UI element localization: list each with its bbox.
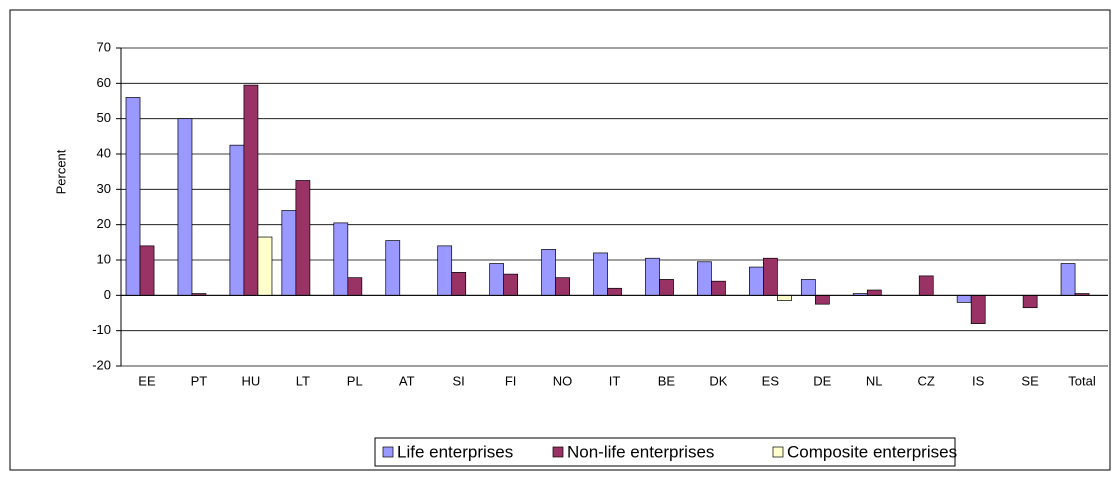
x-tick-label: DK (709, 373, 727, 388)
y-tick-label: 70 (97, 39, 111, 54)
x-tick-label: ES (762, 373, 780, 388)
legend-label: Non-life enterprises (567, 442, 714, 461)
x-tick-label: PL (347, 373, 363, 388)
bar (1022, 294, 1038, 309)
bar (555, 277, 570, 296)
legend-label: Life enterprises (397, 442, 513, 461)
legend-box (374, 437, 956, 467)
bar (243, 84, 259, 296)
x-tick-label: CZ (918, 373, 935, 388)
y-tick-label: 20 (97, 216, 111, 231)
bar (385, 240, 401, 296)
bar (697, 261, 712, 296)
x-tick-label: LT (296, 373, 310, 388)
y-tick-label: 0 (104, 287, 111, 302)
bar (139, 245, 155, 296)
x-tick-label: AT (399, 373, 415, 388)
bar (125, 97, 141, 296)
bar (333, 222, 349, 296)
bar (503, 273, 519, 296)
bar (866, 289, 882, 296)
bar (749, 266, 764, 296)
x-tick-label: HU (241, 373, 260, 388)
bar (645, 257, 660, 296)
bar (659, 279, 674, 296)
legend-swatch (552, 446, 564, 458)
bar (281, 210, 297, 296)
bar (800, 279, 816, 296)
legend-swatch (772, 446, 784, 458)
y-axis-label: Percent (53, 149, 68, 194)
bar (956, 294, 972, 303)
x-tick-label: NO (553, 373, 573, 388)
y-tick-label: 30 (97, 181, 111, 196)
y-tick-label: 10 (97, 251, 111, 266)
legend-swatch (382, 446, 394, 458)
bar (711, 280, 726, 296)
y-tick-label: -20 (92, 357, 111, 372)
y-tick-label: 40 (97, 145, 111, 160)
bar (763, 257, 778, 296)
x-tick-label: DE (813, 373, 831, 388)
x-tick-label: PT (191, 373, 208, 388)
y-tick-label: 50 (97, 110, 111, 125)
bar (257, 236, 273, 296)
bar (451, 272, 467, 296)
bar (437, 245, 453, 296)
bar (229, 144, 245, 296)
y-tick-label: -10 (92, 322, 111, 337)
x-tick-label: IT (609, 373, 621, 388)
bar (1060, 263, 1076, 296)
bar (489, 263, 505, 296)
bar (593, 252, 608, 296)
x-tick-label: SI (453, 373, 465, 388)
legend-label: Composite enterprises (787, 442, 957, 461)
x-tick-label: IS (972, 373, 985, 388)
bar (607, 287, 622, 296)
x-tick-label: EE (138, 373, 156, 388)
x-tick-label: NL (866, 373, 883, 388)
x-tick-label: FI (505, 373, 517, 388)
bar (918, 275, 934, 296)
x-tick-label: SE (1021, 373, 1039, 388)
bar (177, 118, 193, 296)
bar (814, 294, 830, 305)
x-tick-label: Total (1068, 373, 1096, 388)
chart-frame (9, 9, 1111, 471)
x-tick-label: BE (658, 373, 676, 388)
y-tick-label: 60 (97, 75, 111, 90)
bar (347, 277, 363, 296)
bar (970, 294, 986, 324)
bar (541, 249, 556, 296)
bar (777, 294, 792, 301)
bar (295, 180, 311, 296)
